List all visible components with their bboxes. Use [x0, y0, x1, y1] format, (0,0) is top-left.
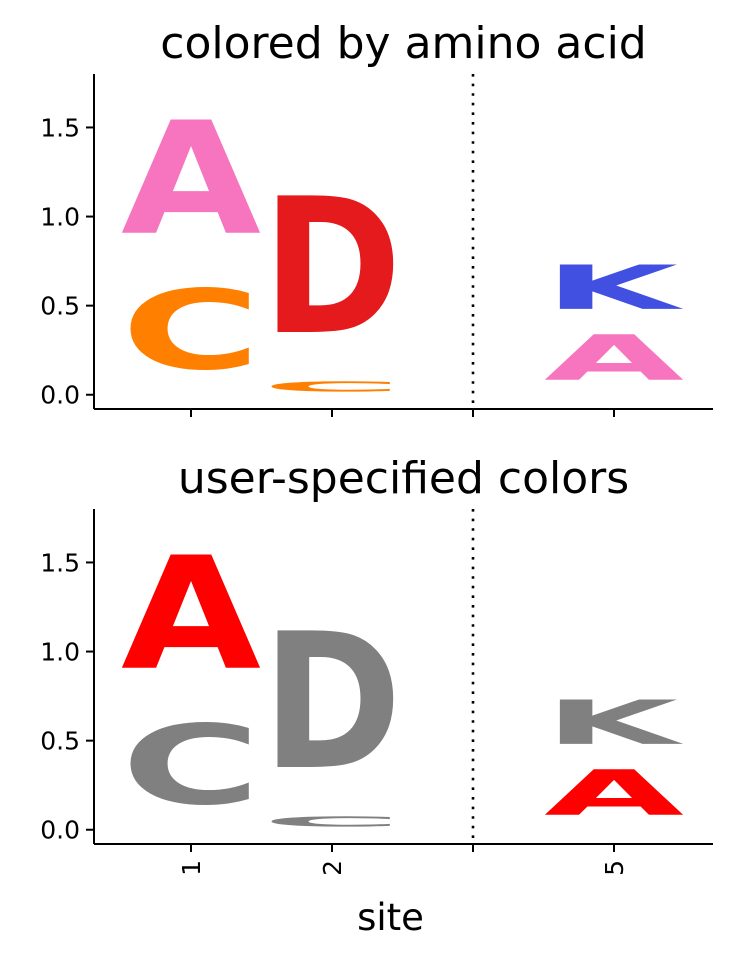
x-tick-label: 2	[318, 860, 347, 876]
logo-letter-c-site-2: C	[262, 814, 402, 830]
y-tick-label: 1.0	[40, 638, 80, 667]
logo-letter-a-site-1: A	[121, 524, 261, 705]
x-tick-label: 1	[177, 860, 206, 876]
x-axis-label: site	[357, 896, 424, 939]
chart-title: colored by amino acid	[160, 18, 646, 69]
logo-letter-k-site-5: K	[544, 687, 684, 758]
y-tick-label: 1.5	[40, 113, 80, 142]
logo-letter-c-site-1: C	[121, 702, 261, 830]
logo-letter-a-site-1: A	[121, 89, 261, 270]
y-tick-label: 1.5	[40, 548, 80, 577]
logo-letter-c-site-2: C	[262, 379, 402, 395]
logo-letter-a-site-5: A	[544, 757, 684, 830]
chart-title: user-specified colors	[178, 453, 629, 504]
logo-letter-c-site-1: C	[121, 267, 261, 395]
y-tick-label: 1.0	[40, 203, 80, 232]
logo-letter-d-site-2: D	[262, 595, 402, 813]
logo-letter-k-site-5: K	[544, 252, 684, 323]
y-tick-label: 0.5	[40, 727, 80, 756]
logo-letter-d-site-2: D	[262, 160, 402, 378]
y-tick-label: 0.0	[40, 816, 80, 845]
logo-letter-a-site-5: A	[544, 322, 684, 395]
x-tick-label: 5	[600, 860, 629, 876]
y-tick-label: 0.0	[40, 381, 80, 410]
y-tick-label: 0.5	[40, 292, 80, 321]
